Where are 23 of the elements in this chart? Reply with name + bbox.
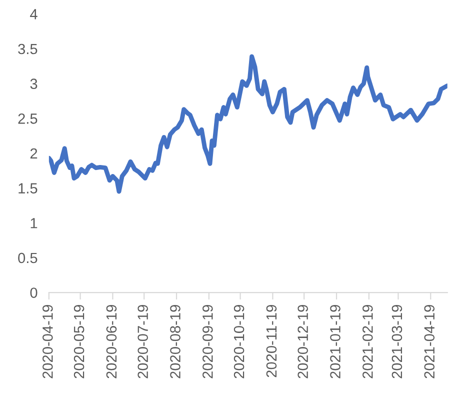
- x-tick-label: 2020-10-19: [234, 305, 244, 378]
- x-tick-label: 2020-07-19: [138, 305, 148, 378]
- x-tick-label: 2020-06-19: [106, 305, 117, 378]
- x-tick-label: 2020-09-19: [202, 305, 213, 378]
- x-tick-label: 2020-05-19: [74, 305, 84, 378]
- y-tick-label: 0: [30, 288, 38, 298]
- x-tick-label: 2020-08-19: [170, 305, 180, 378]
- x-tick-label: 2020-04-19: [42, 305, 53, 378]
- y-tick-label: 1: [30, 218, 38, 228]
- y-tick-label: 3: [30, 78, 38, 90]
- y-tick-label: 2: [30, 148, 38, 159]
- y-tick-label: 1.5: [18, 183, 38, 194]
- x-tick-label: 2021-03-19: [392, 305, 402, 378]
- x-tick-label: 2020-12-19: [298, 305, 308, 378]
- x-tick-label: 2020-11-19: [266, 305, 277, 378]
- y-tick-label: 4: [30, 9, 38, 20]
- x-tick-label: 2021-01-19: [330, 305, 340, 378]
- y-tick-label: 2.5: [18, 114, 38, 124]
- y-tick-label: 0.5: [18, 252, 38, 264]
- line-series: [48, 54, 448, 194]
- y-tick-label: 3.5: [18, 44, 38, 54]
- x-tick-label: 2021-02-19: [362, 305, 373, 378]
- x-tick-label: 2021-04-19: [424, 305, 435, 378]
